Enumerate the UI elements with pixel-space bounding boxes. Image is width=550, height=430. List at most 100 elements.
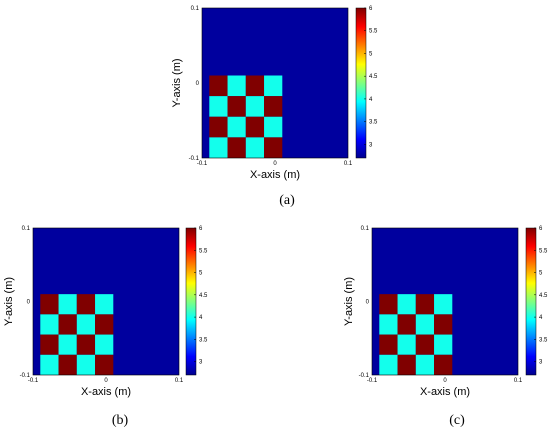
heatmap-cell bbox=[434, 314, 453, 335]
heatmap-cell bbox=[379, 314, 398, 335]
heatmap-cell bbox=[40, 354, 59, 375]
colorbar-tick-label: 3 bbox=[369, 142, 373, 148]
x-tick-label: 0 bbox=[273, 161, 277, 167]
panel-caption: (b) bbox=[112, 413, 129, 428]
y-tick-label: 0 bbox=[27, 300, 31, 306]
heatmap-cell bbox=[95, 314, 114, 335]
x-axis-label: X-axis (m) bbox=[420, 386, 470, 398]
colorbar-tick-label: 3 bbox=[199, 360, 203, 366]
heatmap-panel-2: -0.1 0 0.1 0.1 0 -0.1 X-axis (m) Y-axis (m) 6 5.5… bbox=[3, 226, 208, 428]
heatmap-cell bbox=[95, 334, 114, 355]
colorbar-tick-label: 6 bbox=[369, 6, 373, 12]
y-axis-label: Y-axis (m) bbox=[171, 58, 183, 107]
colorbar-tick-label: 5.5 bbox=[199, 248, 208, 254]
heatmap-cell bbox=[397, 354, 416, 375]
colorbar-tick-label: 4 bbox=[539, 315, 543, 321]
x-tick-label: -0.1 bbox=[367, 378, 378, 384]
x-tick-label: 0.1 bbox=[344, 161, 353, 167]
heatmap-cell bbox=[58, 354, 77, 375]
heatmap-cell bbox=[76, 314, 96, 335]
heatmap-cell bbox=[397, 334, 416, 355]
colorbar-tick-label: 3.5 bbox=[369, 120, 378, 126]
y-tick-label: -0.1 bbox=[20, 373, 31, 379]
heatmap-cell bbox=[76, 354, 96, 375]
heatmap-cell bbox=[58, 294, 77, 315]
heatmap-cell bbox=[397, 294, 416, 315]
heatmap-cell bbox=[209, 96, 228, 117]
heatmap-cell bbox=[379, 334, 398, 355]
x-tick-label: 0.1 bbox=[175, 378, 184, 384]
heatmap-cell bbox=[397, 314, 416, 335]
colorbar-tick-label: 5.5 bbox=[369, 29, 378, 35]
colorbar-tick-label: 3.5 bbox=[539, 337, 548, 343]
heatmap-cell bbox=[434, 334, 453, 355]
heatmap-cell bbox=[379, 354, 398, 375]
colorbar-tick-label: 4.5 bbox=[369, 74, 378, 80]
colorbar-tick-label: 3.5 bbox=[199, 337, 208, 343]
colorbar-tick-label: 4.5 bbox=[539, 293, 548, 299]
colorbar-tick-label: 3 bbox=[539, 360, 543, 366]
panel-caption: (c) bbox=[449, 413, 465, 428]
colorbar-tick-label: 6 bbox=[199, 226, 203, 232]
heatmap-cell bbox=[415, 334, 435, 355]
heatmap-cell bbox=[415, 294, 435, 315]
x-axis-label: X-axis (m) bbox=[250, 169, 300, 181]
y-tick-label: 0 bbox=[196, 81, 200, 87]
x-tick-label: 0 bbox=[443, 378, 447, 384]
heatmap-cell bbox=[40, 334, 59, 355]
y-tick-label: 0.1 bbox=[361, 226, 370, 232]
colorbar-tick-label: 5.5 bbox=[539, 248, 548, 254]
heatmap-panel-1: -0.1 0 0.1 0.1 0 -0.1 X-axis (m) Y-axis (m) 6 5.5… bbox=[171, 6, 378, 208]
heatmap-cell bbox=[245, 116, 265, 138]
heatmap-cell bbox=[58, 334, 77, 355]
heatmap-cell bbox=[95, 294, 114, 315]
heatmap-cell bbox=[40, 314, 59, 335]
heatmap-cell bbox=[434, 354, 453, 375]
colorbar bbox=[525, 227, 537, 376]
heatmap-cell bbox=[40, 294, 59, 315]
heatmap-panel-3: -0.1 0 0.1 0.1 0 -0.1 X-axis (m) Y-axis (m) 6 5.5… bbox=[343, 226, 548, 428]
colorbar-tick-label: 4 bbox=[369, 97, 373, 103]
colorbar-tick-label: 5 bbox=[199, 271, 203, 277]
heatmap-cell bbox=[227, 137, 246, 158]
y-tick-label: 0.1 bbox=[22, 226, 31, 232]
heatmap-cell bbox=[209, 116, 228, 138]
heatmap-cell bbox=[95, 354, 114, 375]
heatmap-cell bbox=[227, 116, 246, 138]
heatmap-cell bbox=[245, 75, 265, 97]
plot-frame bbox=[371, 227, 519, 376]
colorbar-tick-label: 4.5 bbox=[199, 293, 208, 299]
colorbar-tick-label: 4 bbox=[199, 315, 203, 321]
colorbar-tick-label: 5 bbox=[539, 271, 543, 277]
heatmap-cell bbox=[264, 75, 283, 97]
y-tick-label: 0 bbox=[366, 300, 370, 306]
heatmap-cell bbox=[264, 116, 283, 138]
colorbar-tick-label: 5 bbox=[369, 51, 373, 57]
heatmap-cell bbox=[379, 294, 398, 315]
heatmap-cell bbox=[245, 137, 265, 158]
heatmap-cell bbox=[415, 314, 435, 335]
heatmap-cell bbox=[76, 334, 96, 355]
y-tick-label: -0.1 bbox=[359, 373, 370, 379]
x-tick-label: -0.1 bbox=[197, 161, 208, 167]
plot-frame bbox=[201, 7, 349, 159]
heatmap-cell bbox=[434, 294, 453, 315]
heatmap-cell bbox=[209, 137, 228, 158]
heatmap-cell bbox=[415, 354, 435, 375]
y-axis-label: Y-axis (m) bbox=[343, 277, 355, 326]
heatmap-cell bbox=[227, 75, 246, 97]
heatmap-cell bbox=[264, 96, 283, 117]
y-tick-label: -0.1 bbox=[189, 156, 200, 162]
heatmap-cell bbox=[76, 294, 96, 315]
panel-caption: (a) bbox=[279, 193, 295, 208]
x-tick-label: 0 bbox=[104, 378, 108, 384]
plot-frame bbox=[32, 227, 180, 376]
heatmap-cell bbox=[209, 75, 228, 97]
x-tick-label: -0.1 bbox=[28, 378, 39, 384]
x-axis-label: X-axis (m) bbox=[81, 386, 131, 398]
y-axis-label: Y-axis (m) bbox=[3, 277, 15, 326]
x-tick-label: 0.1 bbox=[514, 378, 523, 384]
heatmap-cell bbox=[264, 137, 283, 158]
heatmap-cell bbox=[245, 96, 265, 117]
